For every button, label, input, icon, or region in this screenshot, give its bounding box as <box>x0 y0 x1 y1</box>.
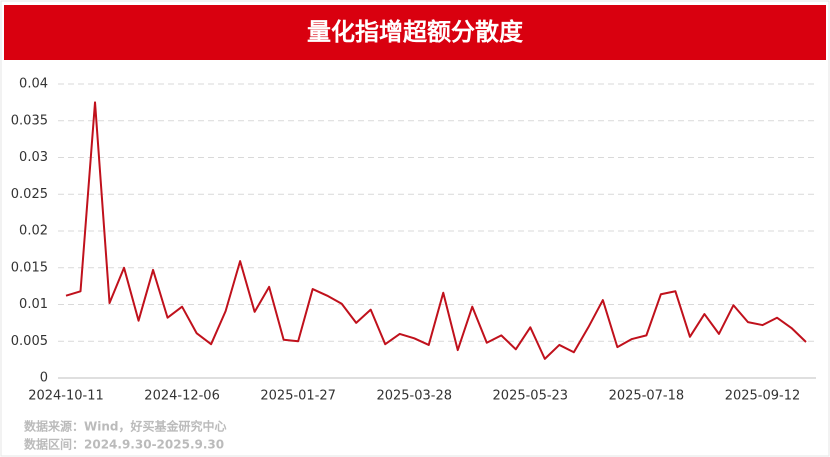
y-tick-label: 0.005 <box>11 334 48 349</box>
source: 数据来源：Wind，好买基金研究中心 <box>24 419 226 434</box>
y-tick-label: 0.015 <box>11 260 48 275</box>
x-tick-label: 2024-10-11 <box>28 389 104 404</box>
chart-title: 量化指增超额分散度 <box>307 18 524 46</box>
y-tick-label: 0.03 <box>19 150 48 165</box>
x-tick-label: 2025-07-18 <box>609 389 685 404</box>
x-tick-label: 2025-01-27 <box>260 389 336 404</box>
source: 数据区间：2024.9.30-2025.9.30 <box>24 437 224 452</box>
title-banner <box>4 5 826 60</box>
x-tick-label: 2024-12-06 <box>144 389 220 404</box>
y-tick-label: 0.02 <box>19 224 48 239</box>
y-tick-label: 0.01 <box>19 297 48 312</box>
y-tick-label: 0.035 <box>11 113 48 128</box>
y-tick-label: 0 <box>40 371 48 386</box>
x-tick-label: 2025-09-12 <box>725 389 801 404</box>
line <box>65 101 807 360</box>
x-tick-label: 2025-05-23 <box>493 389 569 404</box>
y-tick-label: 0.025 <box>11 187 48 202</box>
x-tick-label: 2025-03-28 <box>376 389 452 404</box>
y-tick-label: 0.04 <box>19 77 48 92</box>
